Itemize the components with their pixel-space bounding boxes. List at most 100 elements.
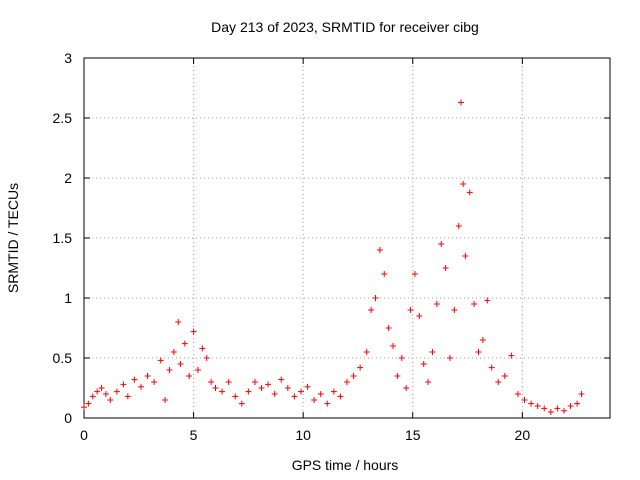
y-axis-label: SRMTID / TECUs xyxy=(5,183,21,293)
data-point xyxy=(416,313,423,319)
data-point xyxy=(455,223,462,229)
data-point xyxy=(488,364,495,371)
data-point xyxy=(372,295,379,301)
data-point xyxy=(567,403,574,409)
data-point xyxy=(278,376,285,383)
x-axis-label: GPS time / hours xyxy=(292,457,399,473)
data-point xyxy=(81,404,87,411)
data-point xyxy=(403,385,410,391)
data-point xyxy=(232,393,239,400)
data-point xyxy=(451,307,458,313)
data-point xyxy=(420,361,427,367)
data-point xyxy=(144,373,151,379)
data-point xyxy=(547,409,554,415)
data-points xyxy=(81,99,585,415)
grid-lines xyxy=(84,58,610,418)
data-point xyxy=(265,381,272,388)
data-point xyxy=(574,400,581,407)
data-point xyxy=(337,393,344,400)
data-point xyxy=(131,376,138,383)
data-point xyxy=(297,388,304,395)
data-point xyxy=(137,383,144,390)
data-point xyxy=(521,397,528,403)
x-tick-label: 5 xyxy=(190,427,198,443)
data-point xyxy=(162,397,169,403)
data-point xyxy=(462,253,469,259)
data-point xyxy=(479,337,486,343)
data-point xyxy=(157,357,164,364)
data-point xyxy=(208,379,215,385)
data-point xyxy=(528,400,535,407)
data-point xyxy=(258,385,265,391)
data-point xyxy=(186,373,193,379)
x-tick-label: 10 xyxy=(295,427,311,443)
data-point xyxy=(177,361,184,367)
y-tick-label: 3 xyxy=(64,50,72,66)
data-point xyxy=(170,349,177,355)
x-tick-label: 20 xyxy=(515,427,531,443)
data-point xyxy=(203,355,210,361)
data-point xyxy=(376,247,383,253)
data-point xyxy=(199,345,206,352)
data-point xyxy=(330,388,337,395)
data-point xyxy=(578,391,585,397)
data-point xyxy=(411,271,418,277)
data-point xyxy=(89,393,96,400)
y-tick-label: 0.5 xyxy=(53,350,73,366)
data-point xyxy=(560,407,567,414)
data-point xyxy=(398,355,405,361)
data-point xyxy=(324,400,331,407)
data-point xyxy=(107,397,114,403)
data-point xyxy=(429,349,436,355)
data-point xyxy=(447,355,454,361)
y-tick-label: 0 xyxy=(64,410,72,426)
data-point xyxy=(438,241,445,247)
data-point xyxy=(475,349,482,355)
data-point xyxy=(363,349,370,355)
data-point xyxy=(311,397,318,403)
data-point xyxy=(151,379,158,385)
data-point xyxy=(251,379,258,385)
data-point xyxy=(457,99,464,106)
data-point xyxy=(460,181,467,187)
data-point xyxy=(291,393,298,400)
data-point xyxy=(495,379,502,385)
data-point xyxy=(390,343,397,349)
data-point xyxy=(284,385,291,391)
data-point xyxy=(508,352,515,359)
data-point xyxy=(94,388,101,395)
data-point xyxy=(317,391,324,397)
data-point xyxy=(466,189,473,196)
data-point xyxy=(425,379,432,385)
data-point xyxy=(102,391,109,397)
data-point xyxy=(124,393,131,400)
data-point xyxy=(166,367,173,373)
data-point xyxy=(245,388,252,395)
data-point xyxy=(194,367,201,373)
data-point xyxy=(381,271,388,277)
data-point xyxy=(471,301,478,307)
data-point xyxy=(554,405,561,412)
data-point xyxy=(394,373,401,379)
data-point xyxy=(385,325,392,331)
x-tick-label: 0 xyxy=(80,427,88,443)
data-point xyxy=(501,373,508,379)
data-point xyxy=(225,379,232,385)
data-point xyxy=(219,388,226,395)
data-point xyxy=(344,379,350,385)
chart-title: Day 213 of 2023, SRMTID for receiver cib… xyxy=(211,19,479,35)
data-point xyxy=(442,265,449,271)
data-point xyxy=(368,307,375,313)
data-point xyxy=(212,385,219,391)
data-point xyxy=(357,364,364,371)
data-point xyxy=(433,301,440,307)
data-point xyxy=(238,400,245,407)
data-point xyxy=(271,391,278,397)
data-point xyxy=(175,319,182,325)
data-point xyxy=(190,328,197,335)
data-point xyxy=(407,307,414,313)
data-point xyxy=(534,403,541,409)
axis-ticks: 0 0.5 1 1.5 2 2.5 3 0 5 10 15 20 xyxy=(53,50,610,443)
y-tick-label: 2.5 xyxy=(53,110,73,126)
plot-frame xyxy=(83,57,611,419)
